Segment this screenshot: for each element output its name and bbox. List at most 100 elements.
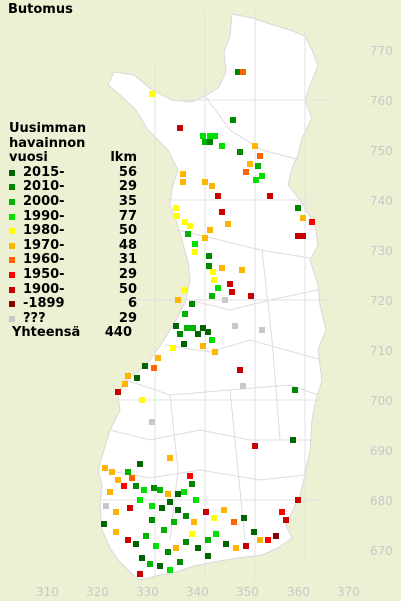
observation-square bbox=[273, 533, 279, 539]
y-tick-label: 740 bbox=[370, 194, 393, 208]
observation-square bbox=[267, 193, 273, 199]
observation-square bbox=[252, 143, 258, 149]
observation-square bbox=[213, 531, 219, 537]
observation-square bbox=[177, 559, 183, 565]
observation-square bbox=[129, 475, 135, 481]
legend-col-year: vuosi bbox=[9, 150, 48, 166]
observation-square bbox=[147, 561, 153, 567]
observation-square bbox=[202, 139, 208, 145]
observation-square bbox=[127, 505, 133, 511]
observation-square bbox=[255, 163, 261, 169]
observation-square bbox=[177, 331, 183, 337]
observation-square bbox=[125, 469, 131, 475]
observation-square bbox=[174, 213, 180, 219]
observation-square bbox=[203, 509, 209, 515]
observation-square bbox=[183, 513, 189, 519]
legend-row-label: 2000- bbox=[23, 193, 65, 209]
legend-row-count: 6 bbox=[127, 296, 137, 312]
legend-swatch-square bbox=[9, 257, 15, 264]
observation-square bbox=[210, 269, 216, 275]
map-title: Butomus bbox=[8, 2, 73, 17]
y-tick-label: 730 bbox=[370, 244, 393, 258]
observation-square bbox=[102, 465, 108, 471]
legend-row-count: 77 bbox=[118, 208, 137, 224]
observation-square bbox=[206, 253, 212, 259]
y-tick-label: 680 bbox=[370, 494, 393, 508]
observation-square bbox=[192, 241, 198, 247]
legend-row-count: 50 bbox=[118, 281, 137, 297]
x-tick-label: 310 bbox=[36, 585, 59, 599]
observation-square bbox=[180, 171, 186, 177]
observation-square bbox=[215, 193, 221, 199]
observation-square bbox=[149, 503, 155, 509]
observation-square bbox=[205, 329, 211, 335]
legend-row-count: 50 bbox=[118, 223, 137, 239]
observation-square bbox=[170, 345, 176, 351]
observation-square bbox=[265, 537, 271, 543]
observation-square bbox=[149, 517, 155, 523]
observation-square bbox=[206, 263, 212, 269]
observation-square bbox=[290, 437, 296, 443]
observation-square bbox=[167, 499, 173, 505]
legend-table: vuosi lkm 2015- 56 2010- 29 2000- 35 1990- 77 19… bbox=[9, 151, 137, 326]
observation-square bbox=[107, 489, 113, 495]
observation-square bbox=[165, 549, 171, 555]
observation-square bbox=[211, 515, 217, 521]
legend-swatch-square bbox=[9, 213, 15, 220]
observation-square bbox=[211, 277, 217, 283]
observation-square bbox=[300, 215, 306, 221]
observation-square bbox=[221, 507, 227, 513]
observation-square bbox=[182, 219, 188, 225]
observation-squares bbox=[101, 69, 315, 577]
observation-square bbox=[241, 515, 247, 521]
observation-square bbox=[252, 443, 258, 449]
observation-square bbox=[189, 531, 195, 537]
observation-square bbox=[175, 491, 181, 497]
legend-row-label: 1900- bbox=[23, 281, 65, 297]
observation-square bbox=[243, 543, 249, 549]
legend-swatch bbox=[9, 239, 23, 254]
observation-square bbox=[157, 487, 163, 493]
legend-row-count: 29 bbox=[118, 266, 137, 282]
observation-square bbox=[181, 287, 187, 293]
observation-square bbox=[295, 205, 301, 211]
legend-swatch bbox=[9, 268, 23, 283]
observation-square bbox=[205, 553, 211, 559]
observation-square bbox=[212, 349, 218, 355]
x-tick-label: 340 bbox=[186, 585, 209, 599]
legend: Uusimman havainnon vuosi lkm 2015- 56 2010… bbox=[9, 121, 137, 341]
legend-swatch-square bbox=[9, 315, 15, 322]
observation-square bbox=[243, 169, 249, 175]
legend-row: 1990- 77 bbox=[9, 208, 137, 225]
observation-square bbox=[223, 541, 229, 547]
legend-swatch bbox=[9, 253, 23, 268]
observation-square bbox=[295, 497, 301, 503]
x-tick-label: 330 bbox=[136, 585, 159, 599]
observation-square bbox=[187, 473, 193, 479]
observation-square bbox=[247, 161, 253, 167]
observation-square bbox=[141, 487, 147, 493]
observation-square bbox=[134, 375, 140, 381]
observation-square bbox=[122, 381, 128, 387]
observation-square bbox=[139, 397, 145, 403]
observation-square bbox=[184, 325, 190, 331]
legend-total-count: 440 bbox=[104, 325, 132, 341]
legend-total-label: Yhteensä bbox=[12, 325, 81, 341]
observation-square bbox=[239, 267, 245, 273]
legend-row: 1950- 29 bbox=[9, 266, 137, 283]
observation-square bbox=[133, 483, 139, 489]
observation-square bbox=[257, 153, 263, 159]
y-tick-label: 700 bbox=[370, 394, 393, 408]
observation-square bbox=[230, 117, 236, 123]
observation-square bbox=[175, 507, 181, 513]
observation-square bbox=[259, 173, 265, 179]
observation-square bbox=[161, 527, 167, 533]
observation-square bbox=[113, 509, 119, 515]
observation-square bbox=[259, 327, 265, 333]
observation-square bbox=[232, 323, 238, 329]
legend-row-count: 56 bbox=[118, 164, 137, 180]
legend-swatch bbox=[9, 283, 23, 298]
observation-square bbox=[209, 337, 215, 343]
legend-row: -1899 6 bbox=[9, 297, 137, 312]
observation-square bbox=[171, 519, 177, 525]
